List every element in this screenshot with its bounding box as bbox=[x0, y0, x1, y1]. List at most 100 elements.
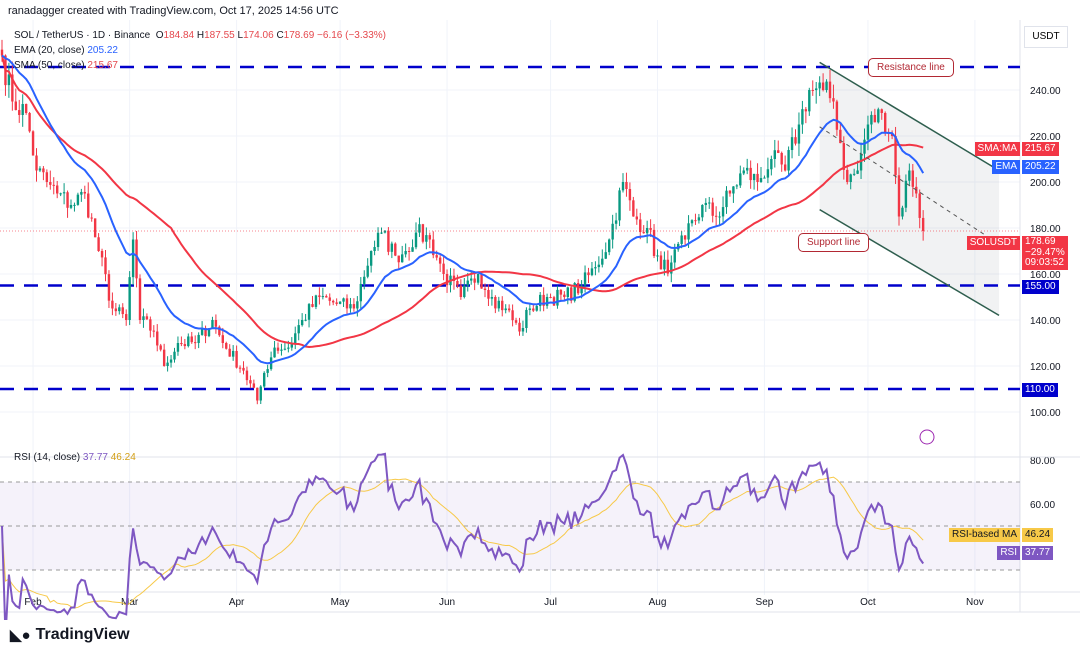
symbol[interactable]: SOL / TetherUS · 1D · Binance bbox=[14, 30, 151, 41]
rsi-legend: RSI (14, close) 37.77 46.24 bbox=[14, 452, 136, 463]
y-tick-label: 140.00 bbox=[1030, 316, 1061, 327]
candle-body bbox=[21, 104, 24, 115]
candle-body bbox=[756, 173, 759, 182]
candle-body bbox=[487, 289, 490, 299]
resistance-line-note[interactable]: Resistance line bbox=[868, 58, 954, 77]
candle-body bbox=[490, 297, 494, 299]
candle-body bbox=[563, 294, 566, 297]
candle-body bbox=[539, 294, 542, 307]
rsi-ma-legend-value: 46.24 bbox=[110, 452, 136, 463]
candle-body bbox=[763, 177, 766, 179]
rsi-tag-value: 37.77 bbox=[1022, 546, 1054, 560]
candle-body bbox=[687, 223, 690, 240]
candle-body bbox=[570, 287, 573, 301]
currency-button[interactable]: USDT bbox=[1024, 26, 1068, 48]
sma-legend[interactable]: SMA (50, close) bbox=[14, 60, 85, 71]
candle-body bbox=[801, 109, 804, 125]
candle-body bbox=[135, 239, 138, 279]
candle-body bbox=[456, 280, 459, 286]
price-chart[interactable]: Feb Mar Apr May Jun Jul Aug Sep Oct Nov240.00220.… bbox=[0, 20, 1080, 620]
ema-tag-label: EMA bbox=[992, 160, 1020, 174]
candle-body bbox=[49, 182, 52, 185]
candle-body bbox=[242, 367, 245, 371]
candle-body bbox=[369, 251, 373, 266]
candle-body bbox=[818, 82, 821, 89]
candle-body bbox=[863, 139, 866, 154]
y-tick-label: 120.00 bbox=[1030, 362, 1061, 373]
candle-body bbox=[735, 185, 739, 187]
ema-legend[interactable]: EMA (20, close) bbox=[14, 45, 85, 56]
candle-body bbox=[573, 283, 576, 301]
legend: SOL / TetherUS · 1D · Binance O184.84 H1… bbox=[14, 28, 386, 73]
candle-body bbox=[815, 88, 818, 91]
candle-body bbox=[659, 255, 663, 270]
candle-body bbox=[797, 124, 801, 144]
candle-body bbox=[470, 278, 473, 281]
candle-body bbox=[411, 247, 414, 252]
candle-body bbox=[352, 304, 356, 309]
candle-body bbox=[194, 342, 197, 344]
candle-body bbox=[235, 350, 238, 368]
candle-body bbox=[884, 113, 887, 134]
candle-body bbox=[263, 372, 266, 387]
candle-body bbox=[794, 137, 797, 144]
candle-body bbox=[856, 170, 859, 174]
candle-body bbox=[383, 230, 387, 233]
candle-body bbox=[249, 380, 252, 384]
candle-body bbox=[76, 194, 80, 205]
open-label: O bbox=[155, 30, 164, 41]
candle-body bbox=[894, 136, 897, 176]
candle-body bbox=[728, 190, 732, 194]
channel-midline bbox=[819, 126, 1000, 245]
ema-value: 205.22 bbox=[87, 45, 118, 56]
ema-20-line bbox=[1, 54, 925, 365]
x-tick-label: Aug bbox=[649, 597, 667, 608]
candle-body bbox=[24, 104, 28, 113]
low-label: L bbox=[237, 30, 244, 41]
symbol-tag: SOLUSDT bbox=[966, 236, 1020, 250]
candle-body bbox=[521, 328, 525, 332]
tv-logo-icon: ◣● bbox=[10, 627, 31, 644]
candle-body bbox=[590, 268, 594, 276]
candle-body bbox=[266, 369, 269, 373]
candle-body bbox=[721, 207, 725, 217]
logo-text: TradingView bbox=[35, 626, 130, 643]
support-line-note[interactable]: Support line bbox=[798, 233, 870, 252]
candle-body bbox=[363, 276, 366, 284]
tradingview-logo[interactable]: ◣● TradingView bbox=[10, 626, 130, 644]
candle-body bbox=[394, 243, 397, 256]
candle-body bbox=[280, 349, 283, 351]
candle-body bbox=[176, 343, 180, 352]
sma-value: 215.67 bbox=[87, 60, 118, 71]
candle-body bbox=[783, 164, 787, 171]
candle-body bbox=[145, 316, 149, 320]
candle-body bbox=[114, 308, 118, 312]
candle-body bbox=[428, 235, 431, 240]
candle-body bbox=[211, 320, 214, 329]
candle-body bbox=[859, 153, 863, 171]
candle-body bbox=[131, 239, 135, 278]
rsi-legend-label[interactable]: RSI (14, close) bbox=[14, 452, 81, 463]
candle-body bbox=[414, 232, 418, 248]
candle-body bbox=[877, 109, 880, 123]
candle-body bbox=[190, 336, 193, 343]
candle-body bbox=[594, 267, 597, 269]
y-tick-label: 240.00 bbox=[1030, 86, 1061, 97]
x-tick-label: Apr bbox=[229, 597, 245, 608]
candle-body bbox=[256, 387, 259, 401]
y-tick-label: 180.00 bbox=[1030, 224, 1061, 235]
candle-body bbox=[576, 283, 580, 294]
candle-body bbox=[459, 285, 463, 297]
x-tick-label: Sep bbox=[756, 597, 774, 608]
sma-50-line bbox=[1, 55, 924, 349]
candle-body bbox=[335, 302, 338, 304]
candle-body bbox=[107, 274, 111, 301]
candle-body bbox=[621, 182, 625, 191]
candle-body bbox=[787, 150, 790, 171]
candle-body bbox=[259, 386, 262, 401]
candle-body bbox=[777, 150, 780, 153]
candle-body bbox=[518, 322, 521, 332]
candle-body bbox=[7, 74, 11, 86]
candle-body bbox=[828, 81, 832, 99]
level-155-tag: 155.00 bbox=[1022, 280, 1059, 294]
